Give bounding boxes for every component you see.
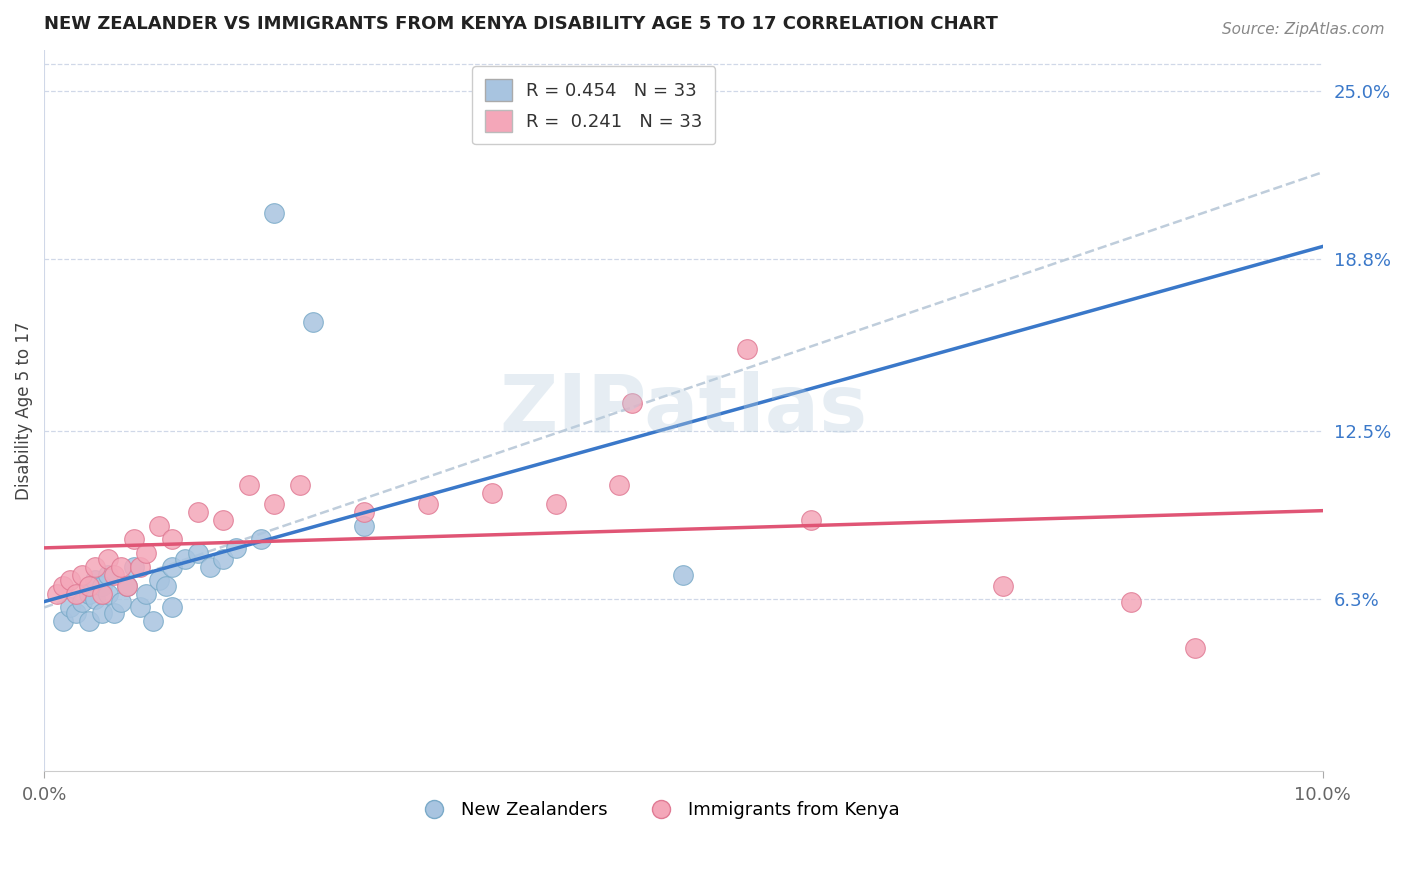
Point	[200, 559, 222, 574]
Point	[97, 587, 120, 601]
Point	[77, 614, 100, 628]
Point	[77, 587, 100, 601]
Point	[238, 478, 260, 492]
Point	[481, 486, 503, 500]
Point	[148, 574, 170, 588]
Point	[672, 567, 695, 582]
Point	[173, 551, 195, 566]
Point	[72, 567, 94, 582]
Point	[52, 614, 75, 628]
Point	[212, 513, 235, 527]
Point	[65, 606, 87, 620]
Point	[263, 497, 285, 511]
Point	[103, 606, 125, 620]
Point	[1184, 641, 1206, 656]
Point	[90, 579, 112, 593]
Point	[72, 595, 94, 609]
Point	[135, 546, 157, 560]
Legend: New Zealanders, Immigrants from Kenya: New Zealanders, Immigrants from Kenya	[408, 794, 907, 827]
Point	[1119, 595, 1142, 609]
Point	[416, 497, 439, 511]
Point	[90, 587, 112, 601]
Point	[110, 559, 132, 574]
Point	[135, 587, 157, 601]
Point	[288, 478, 311, 492]
Point	[84, 559, 107, 574]
Point	[45, 587, 67, 601]
Point	[142, 614, 165, 628]
Point	[122, 533, 145, 547]
Point	[52, 579, 75, 593]
Point	[65, 587, 87, 601]
Point	[90, 606, 112, 620]
Point	[800, 513, 823, 527]
Point	[737, 342, 759, 356]
Point	[148, 519, 170, 533]
Point	[186, 505, 208, 519]
Point	[155, 579, 177, 593]
Point	[621, 396, 644, 410]
Point	[77, 579, 100, 593]
Point	[225, 541, 247, 555]
Text: ZIPatlas: ZIPatlas	[499, 371, 868, 450]
Point	[129, 600, 152, 615]
Point	[59, 600, 82, 615]
Text: Source: ZipAtlas.com: Source: ZipAtlas.com	[1222, 22, 1385, 37]
Point	[263, 206, 285, 220]
Point	[97, 567, 120, 582]
Point	[212, 551, 235, 566]
Point	[544, 497, 567, 511]
Point	[186, 546, 208, 560]
Point	[59, 574, 82, 588]
Point	[115, 579, 138, 593]
Point	[353, 505, 375, 519]
Point	[353, 519, 375, 533]
Point	[160, 600, 183, 615]
Y-axis label: Disability Age 5 to 17: Disability Age 5 to 17	[15, 321, 32, 500]
Point	[103, 567, 125, 582]
Point	[160, 559, 183, 574]
Point	[97, 551, 120, 566]
Point	[115, 579, 138, 593]
Point	[84, 574, 107, 588]
Point	[84, 592, 107, 607]
Point	[991, 579, 1014, 593]
Text: NEW ZEALANDER VS IMMIGRANTS FROM KENYA DISABILITY AGE 5 TO 17 CORRELATION CHART: NEW ZEALANDER VS IMMIGRANTS FROM KENYA D…	[44, 15, 998, 33]
Point	[110, 595, 132, 609]
Point	[122, 559, 145, 574]
Point	[160, 533, 183, 547]
Point	[250, 533, 273, 547]
Point	[301, 315, 323, 329]
Point	[129, 559, 152, 574]
Point	[609, 478, 631, 492]
